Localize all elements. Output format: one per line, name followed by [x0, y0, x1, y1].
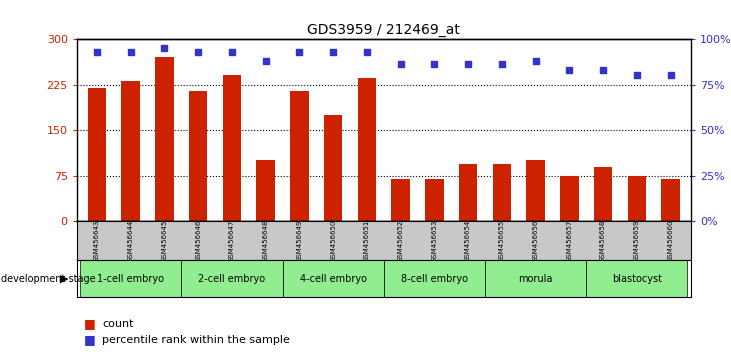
Bar	[283, 260, 384, 297]
Point	[91, 49, 103, 55]
Bar	[223, 75, 241, 221]
Bar	[181, 260, 283, 297]
Point	[159, 45, 170, 51]
Text: GSM456651: GSM456651	[364, 219, 370, 262]
Bar	[662, 179, 680, 221]
Bar	[189, 91, 208, 221]
Bar	[80, 260, 181, 297]
Text: morula: morula	[518, 274, 553, 284]
Title: GDS3959 / 212469_at: GDS3959 / 212469_at	[307, 23, 461, 36]
Text: GSM456645: GSM456645	[162, 219, 167, 262]
Point	[260, 58, 271, 64]
Bar	[560, 176, 579, 221]
Text: 8-cell embryo: 8-cell embryo	[401, 274, 468, 284]
Bar	[391, 179, 410, 221]
Text: ■: ■	[84, 333, 96, 346]
Bar	[425, 179, 444, 221]
Text: GSM456656: GSM456656	[533, 219, 539, 262]
Bar	[357, 79, 376, 221]
Point	[395, 62, 406, 67]
Bar	[384, 260, 485, 297]
Bar	[627, 176, 646, 221]
Point	[564, 67, 575, 73]
Bar	[121, 81, 140, 221]
Text: GSM456660: GSM456660	[667, 219, 673, 262]
Text: GSM456659: GSM456659	[634, 219, 640, 262]
Text: GSM456643: GSM456643	[94, 219, 100, 262]
Text: GSM456658: GSM456658	[600, 219, 606, 262]
Point	[361, 49, 373, 55]
Point	[496, 62, 508, 67]
Text: count: count	[102, 319, 134, 329]
Bar	[155, 57, 174, 221]
Text: 1-cell embryo: 1-cell embryo	[97, 274, 164, 284]
Bar	[324, 115, 342, 221]
Text: GSM456654: GSM456654	[465, 219, 471, 262]
Point	[294, 49, 306, 55]
Bar	[290, 91, 308, 221]
Text: 2-cell embryo: 2-cell embryo	[198, 274, 265, 284]
Bar	[526, 160, 545, 221]
Text: 4-cell embryo: 4-cell embryo	[300, 274, 367, 284]
Bar	[594, 166, 613, 221]
Bar	[586, 260, 687, 297]
Point	[192, 49, 204, 55]
Text: GSM456646: GSM456646	[195, 219, 201, 262]
Text: GSM456655: GSM456655	[499, 219, 505, 262]
Point	[664, 73, 676, 78]
Point	[226, 49, 238, 55]
Text: ▶: ▶	[59, 274, 68, 284]
Point	[631, 73, 643, 78]
Bar	[257, 160, 275, 221]
Text: ■: ■	[84, 318, 96, 330]
Text: GSM456650: GSM456650	[330, 219, 336, 262]
Text: development stage: development stage	[1, 274, 96, 284]
Bar	[459, 164, 477, 221]
Point	[530, 58, 542, 64]
Text: GSM456649: GSM456649	[297, 219, 303, 262]
Bar	[485, 260, 586, 297]
Text: percentile rank within the sample: percentile rank within the sample	[102, 335, 290, 345]
Point	[462, 62, 474, 67]
Text: GSM456644: GSM456644	[128, 219, 134, 262]
Bar	[493, 164, 511, 221]
Point	[125, 49, 137, 55]
Point	[597, 67, 609, 73]
Text: blastocyst: blastocyst	[612, 274, 662, 284]
Point	[327, 49, 339, 55]
Text: GSM456653: GSM456653	[431, 219, 437, 262]
Text: GSM456647: GSM456647	[229, 219, 235, 262]
Text: GSM456652: GSM456652	[398, 219, 404, 262]
Bar	[88, 87, 106, 221]
Text: GSM456657: GSM456657	[567, 219, 572, 262]
Point	[428, 62, 440, 67]
Text: GSM456648: GSM456648	[262, 219, 269, 262]
